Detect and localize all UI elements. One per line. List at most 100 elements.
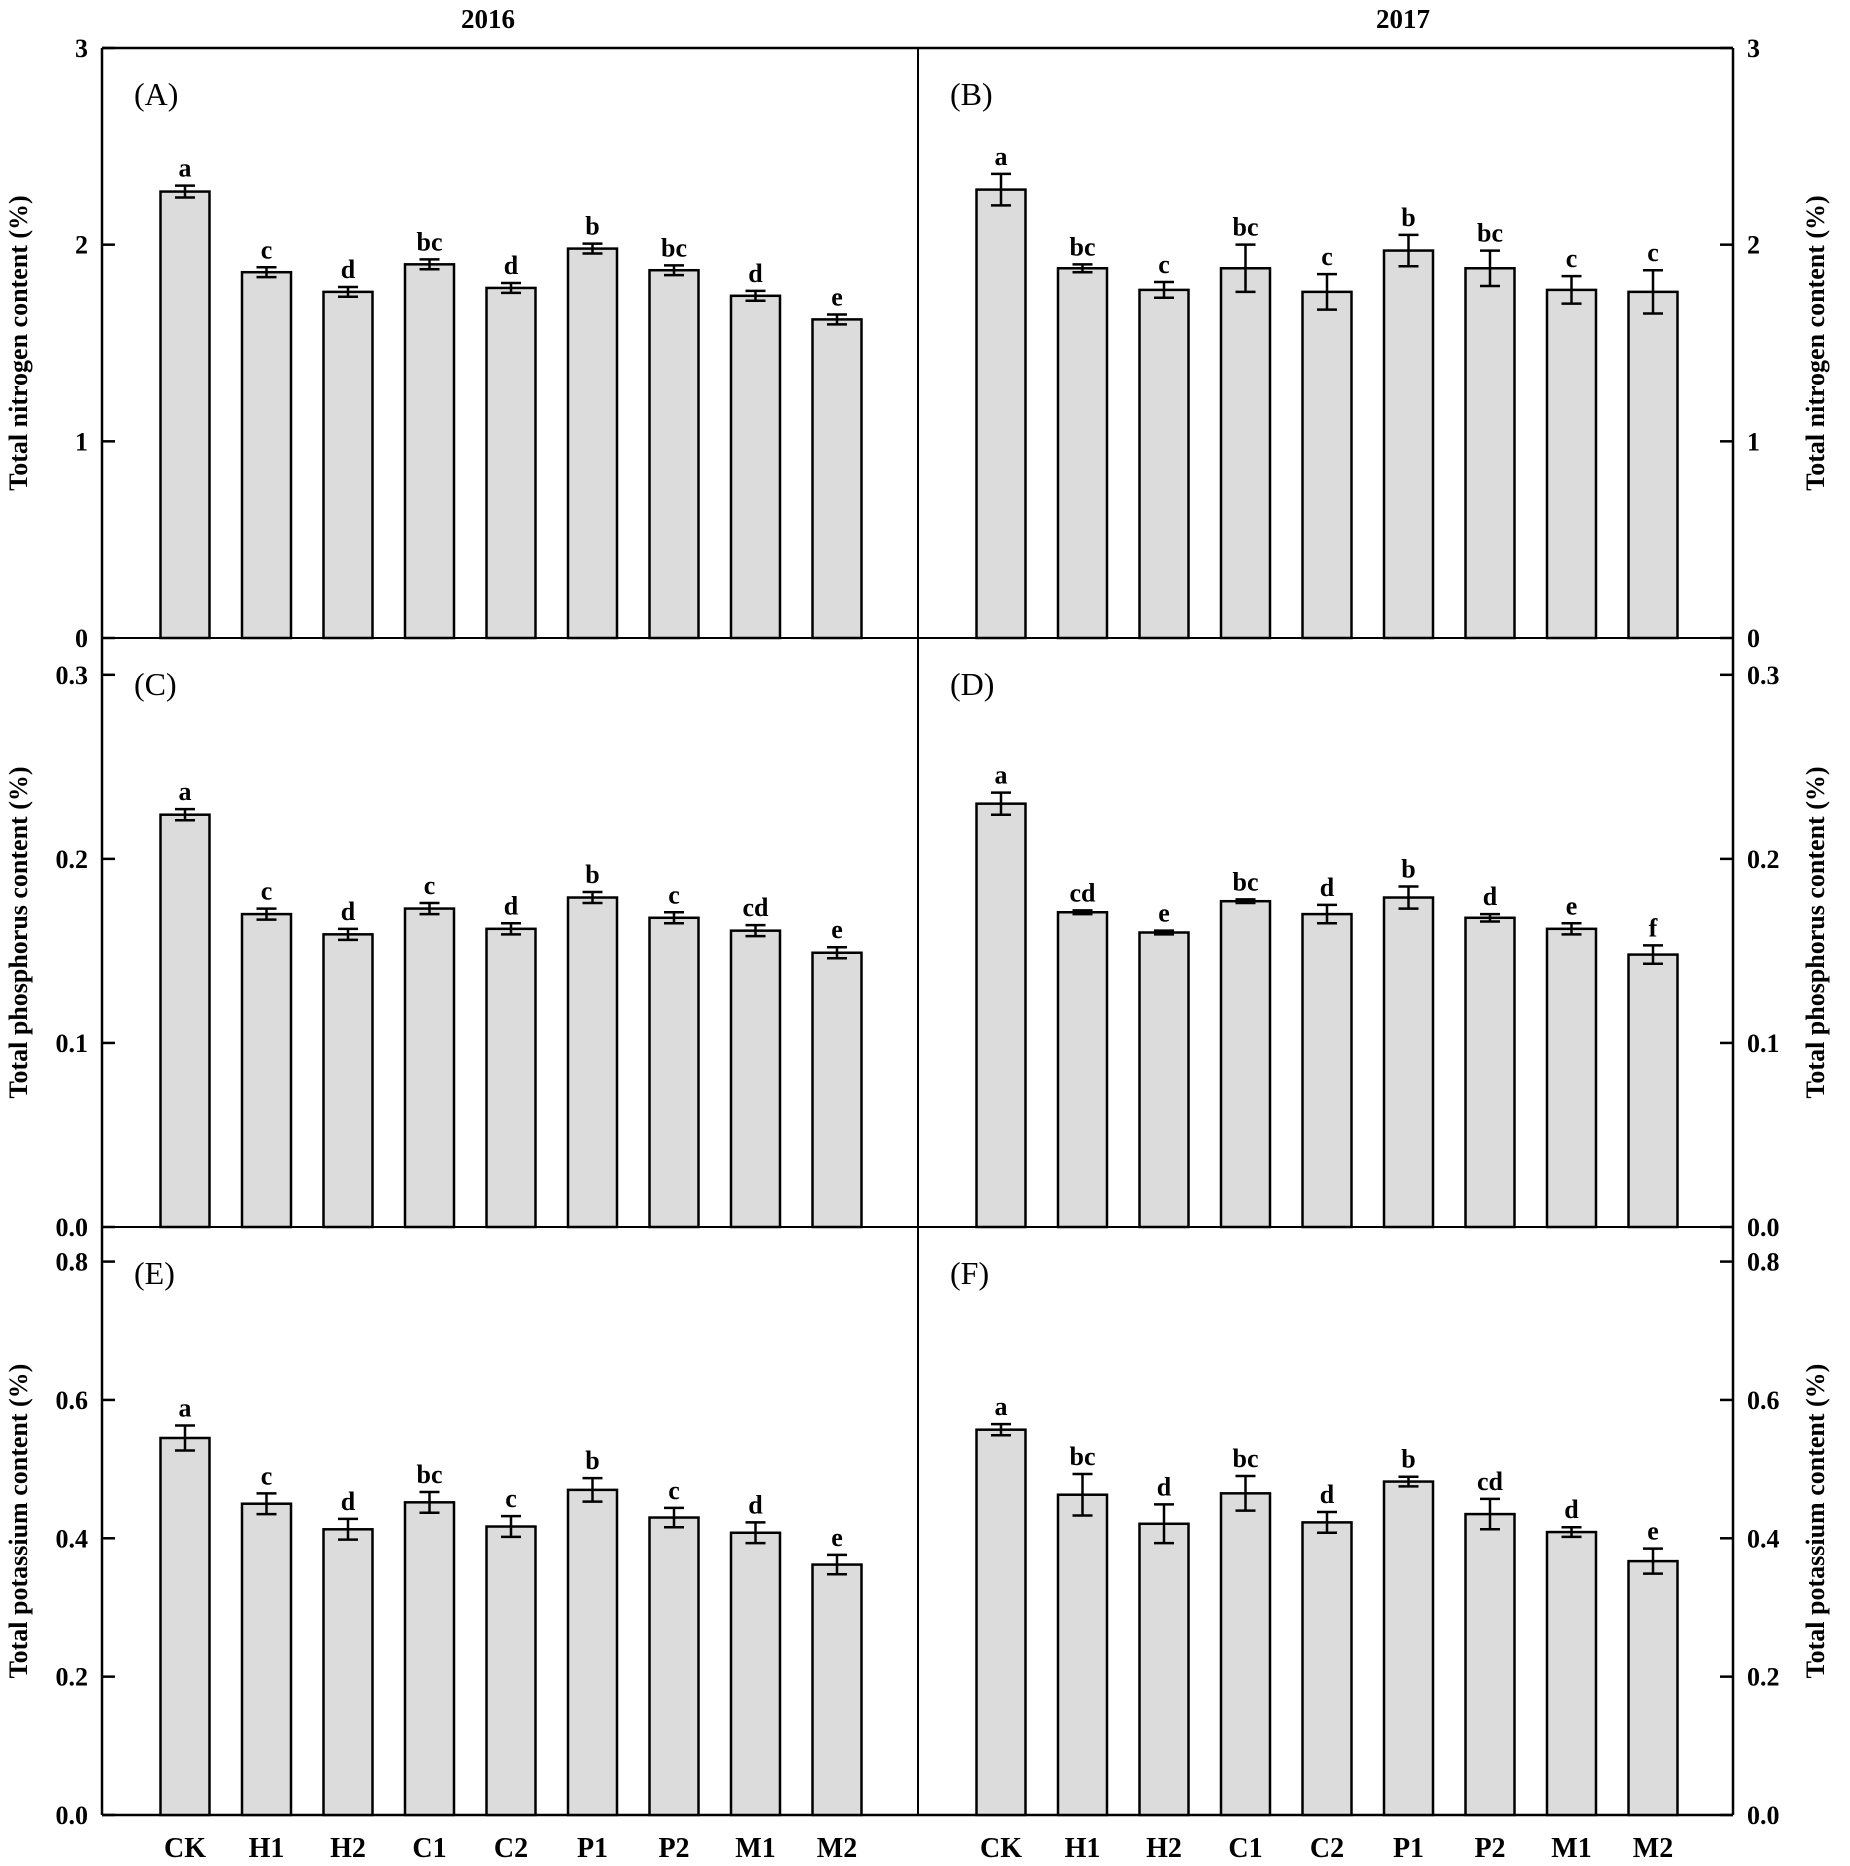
- bar-p1: [566, 896, 619, 1229]
- significance-letter: b: [1401, 1445, 1415, 1474]
- bar-m2: [1627, 953, 1679, 1229]
- bar-m1: [729, 294, 782, 640]
- significance-letter: c: [1566, 244, 1578, 273]
- y-tick-label: 0.1: [1747, 1029, 1780, 1058]
- bar-ck: [159, 190, 211, 640]
- y-axis-title: Total phosphorus content (%): [1801, 766, 1830, 1098]
- significance-letter: c: [668, 1476, 680, 1505]
- y-tick-label: 0.2: [56, 845, 89, 874]
- y-axis-title: Total potassium content (%): [4, 1364, 33, 1679]
- significance-letter: b: [585, 212, 599, 241]
- significance-letter: d: [1564, 1495, 1579, 1524]
- x-tick-label-m1: M1: [1551, 1833, 1591, 1864]
- significance-letter: cd: [1477, 1467, 1504, 1496]
- y-tick-label: 0.3: [56, 661, 89, 690]
- bar-c1: [1219, 267, 1272, 640]
- significance-letter: a: [995, 761, 1008, 790]
- y-tick-label: 0.2: [1747, 1663, 1780, 1692]
- x-tick-label-h2: H2: [1146, 1833, 1182, 1864]
- significance-letter: d: [341, 255, 356, 284]
- significance-letter: a: [179, 154, 192, 183]
- significance-letter: a: [179, 777, 192, 806]
- bar-m2: [1627, 1559, 1679, 1817]
- significance-letter: c: [668, 880, 680, 909]
- bar-h2: [1138, 288, 1190, 640]
- bar-m2: [811, 1563, 863, 1817]
- significance-letter: b: [585, 1446, 599, 1475]
- bar-h1: [1056, 267, 1109, 640]
- bar-h2: [322, 290, 374, 640]
- bar-h2: [1138, 1522, 1190, 1817]
- y-tick-label: 0.0: [1747, 1213, 1780, 1242]
- y-tick-label: 0.2: [1747, 845, 1780, 874]
- panel-label: (C): [134, 666, 177, 702]
- x-tick-label-h2: H2: [330, 1833, 366, 1864]
- significance-letter: d: [1483, 882, 1498, 911]
- significance-letter: c: [1158, 250, 1170, 279]
- y-axis-title: Total nitrogen content (%): [4, 195, 33, 490]
- bar-p2: [648, 1516, 700, 1817]
- panel-label: (F): [950, 1255, 989, 1291]
- y-tick-label: 3: [1747, 34, 1760, 63]
- significance-letter: bc: [417, 227, 443, 256]
- significance-letter: a: [179, 1394, 192, 1423]
- significance-letter: bc: [1477, 219, 1503, 248]
- y-tick-label: 0.8: [56, 1248, 89, 1277]
- panel-label: (A): [134, 76, 178, 112]
- bar-p2: [1464, 1512, 1516, 1817]
- x-tick-label-p1: P1: [577, 1833, 608, 1864]
- significance-letter: d: [1320, 873, 1335, 902]
- x-tick-label-c1: C1: [412, 1833, 446, 1864]
- bar-p2: [1464, 267, 1516, 640]
- bar-m1: [1545, 288, 1598, 640]
- year-title-2017: 2017: [1376, 4, 1430, 34]
- significance-letter: d: [1320, 1480, 1335, 1509]
- panel-label: (B): [950, 76, 993, 112]
- panel-label: (D): [950, 666, 994, 702]
- bar-m1: [729, 1531, 782, 1817]
- significance-letter: e: [1566, 891, 1578, 920]
- significance-letter: b: [1401, 854, 1415, 883]
- significance-letter: a: [995, 1392, 1008, 1421]
- significance-letter: c: [1321, 242, 1333, 271]
- y-tick-label: 0.0: [1747, 1801, 1780, 1830]
- bar-m1: [1545, 927, 1598, 1229]
- significance-letter: d: [748, 1490, 763, 1519]
- significance-letter: cd: [1070, 878, 1097, 907]
- x-tick-label-p1: P1: [1393, 1833, 1424, 1864]
- significance-letter: d: [504, 251, 519, 280]
- significance-letter: d: [341, 1487, 356, 1516]
- x-tick-label-m2: M2: [817, 1833, 857, 1864]
- x-tick-label-p2: P2: [658, 1833, 689, 1864]
- bar-p1: [1382, 896, 1435, 1229]
- significance-letter: c: [424, 871, 436, 900]
- y-tick-label: 0.8: [1747, 1248, 1780, 1277]
- significance-letter: bc: [661, 233, 687, 262]
- significance-letter: d: [341, 897, 356, 926]
- bar-h1: [1056, 911, 1109, 1229]
- bar-ck: [975, 188, 1027, 640]
- y-tick-label: 0.6: [1747, 1386, 1780, 1415]
- significance-letter: cd: [743, 893, 770, 922]
- bar-p1: [566, 247, 619, 640]
- panel-a: (A) a c d bc d b bc d e 0 1 2 3 Total nitrogen content…: [4, 34, 863, 653]
- bar-c2: [485, 286, 537, 640]
- y-axis-title: Total potassium content (%): [1801, 1364, 1830, 1679]
- significance-letter: c: [261, 235, 273, 264]
- significance-letter: e: [831, 915, 843, 944]
- significance-letter: d: [1157, 1472, 1172, 1501]
- bar-p1: [1382, 1480, 1435, 1817]
- y-axis-title: Total nitrogen content (%): [1801, 195, 1830, 490]
- y-tick-label: 0.4: [1747, 1524, 1780, 1553]
- significance-letter: c: [261, 1461, 273, 1490]
- y-tick-label: 1: [1747, 427, 1760, 456]
- y-tick-label: 0.6: [56, 1386, 89, 1415]
- significance-letter: e: [831, 282, 843, 311]
- x-tick-label-ck: CK: [980, 1833, 1022, 1864]
- significance-letter: bc: [1233, 213, 1259, 242]
- bar-m2: [811, 318, 863, 640]
- bar-h2: [322, 1528, 374, 1817]
